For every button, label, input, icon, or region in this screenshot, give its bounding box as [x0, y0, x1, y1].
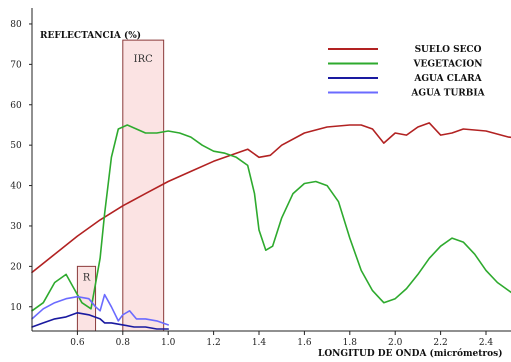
- series-line-agua-turbia: [31, 293, 169, 326]
- x-axis-label: LONGITUD DE ONDA (micrómetros): [318, 348, 502, 359]
- y-axis-label: REFLECTANCIA (%): [40, 30, 141, 41]
- x-tick-label: 2.0: [388, 338, 403, 348]
- x-tick-label: 0.6: [70, 338, 85, 348]
- series-line-suelo-seco: [31, 122, 511, 274]
- y-tick-label: 50: [10, 141, 22, 151]
- ticks-layer: 0.6 0.8 1.0 1.2 1.4 1.6 1.8 2.0 2.2 2.4 10 20 30 40 50…: [10, 20, 493, 348]
- y-tick-label: 10: [10, 303, 22, 313]
- series-line-agua-clara: [31, 311, 169, 330]
- band-label-irc: IRC: [134, 54, 153, 65]
- x-tick-label: 1.6: [297, 338, 312, 348]
- y-tick-label: 80: [10, 20, 22, 30]
- legend-label-suelo-seco: SUELO SECO: [415, 45, 482, 55]
- band-label-r: R: [83, 272, 91, 283]
- y-tick-label: 70: [10, 60, 22, 70]
- legend-label-vegetacion: VEGETACION: [412, 60, 482, 70]
- y-tick-label: 20: [10, 262, 22, 272]
- y-tick-label: 30: [10, 222, 22, 232]
- y-tick-label: 40: [10, 182, 22, 192]
- legend-label-agua-turbia: AGUA TURBIA: [410, 89, 485, 99]
- x-tick-label: 0.8: [116, 338, 131, 348]
- series-line-vegetacion: [31, 124, 511, 312]
- axes-layer: [31, 8, 511, 332]
- legend: SUELO SECO VEGETACION AGUA CLARA AGUA TURBI…: [328, 45, 486, 99]
- y-tick-label: 60: [10, 101, 22, 111]
- x-tick-label: 1.2: [206, 338, 220, 348]
- legend-label-agua-clara: AGUA CLARA: [413, 74, 482, 84]
- bands-layer: R IRC: [76, 39, 165, 332]
- x-tick-label: 1.0: [161, 338, 176, 348]
- x-tick-label: 2.4: [479, 338, 494, 348]
- x-tick-label: 2.2: [433, 338, 447, 348]
- band-irc: [122, 39, 165, 332]
- series-layer: [31, 122, 511, 330]
- x-tick-label: 1.8: [343, 338, 358, 348]
- x-tick-label: 1.4: [252, 338, 267, 348]
